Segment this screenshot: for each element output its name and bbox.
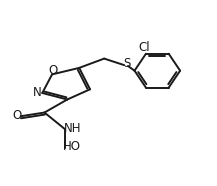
- Text: HO: HO: [63, 140, 81, 153]
- Text: S: S: [124, 57, 131, 70]
- Text: O: O: [12, 109, 21, 122]
- Text: Cl: Cl: [138, 41, 150, 54]
- Text: N: N: [33, 86, 41, 99]
- Text: O: O: [48, 64, 57, 77]
- Text: NH: NH: [64, 122, 81, 135]
